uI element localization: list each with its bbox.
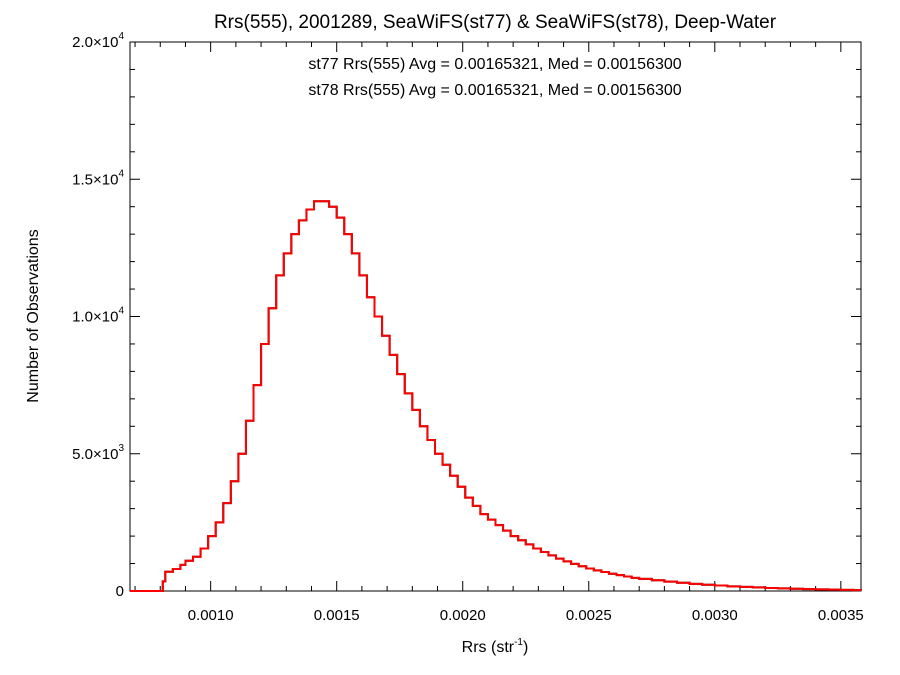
annotation-st78: st78 Rrs(555) Avg = 0.00165321, Med = 0.…	[308, 82, 681, 99]
series-line-st77	[130, 200, 862, 592]
series-group	[130, 200, 862, 592]
y-tick-exponent: 4	[118, 306, 124, 317]
x-axis-ticks: 0.0010 0.0015 0.0020 0.0025 0.0030 0.0035	[134, 42, 864, 624]
x-axis-label: Rrs (str-1)	[462, 637, 529, 656]
y-tick-mantissa: 1.5×10	[72, 171, 118, 188]
x-tick-label: 0.0030	[692, 607, 738, 624]
y-tick-exponent: 3	[118, 443, 124, 454]
y-tick-mantissa: 2.0×10	[72, 34, 118, 51]
plot-frame	[129, 41, 862, 592]
chart-title: Rrs(555), 2001289, SeaWiFS(st77) & SeaWi…	[214, 12, 777, 33]
y-tick-label: 2.0×104	[72, 31, 124, 51]
y-tick-mantissa: 5.0×10	[72, 446, 118, 463]
x-tick-label: 0.0015	[314, 607, 360, 624]
y-tick-mantissa: 1.0×10	[72, 309, 118, 326]
x-tick-label: 0.0035	[818, 607, 864, 624]
y-tick-label: 5.0×103	[72, 443, 124, 463]
x-axis-label-base: Rrs (str	[462, 639, 515, 656]
x-tick-label: 0.0025	[566, 607, 612, 624]
x-tick-label: 0.0020	[440, 607, 486, 624]
x-axis-label-sup: -1	[514, 637, 523, 648]
y-tick-label: 0	[116, 583, 124, 600]
y-tick-mantissa: 0	[116, 583, 124, 600]
y-tick-label: 1.5×104	[72, 168, 124, 188]
annotation-st77: st77 Rrs(555) Avg = 0.00165321, Med = 0.…	[308, 56, 681, 73]
x-axis-label-close: )	[523, 639, 528, 656]
series-line-st78	[130, 200, 862, 592]
y-tick-exponent: 4	[118, 168, 124, 179]
x-tick-label: 0.0010	[188, 607, 234, 624]
y-tick-exponent: 4	[118, 31, 124, 42]
y-axis-label: Number of Observations	[25, 229, 42, 402]
y-tick-label: 1.0×104	[72, 306, 124, 326]
